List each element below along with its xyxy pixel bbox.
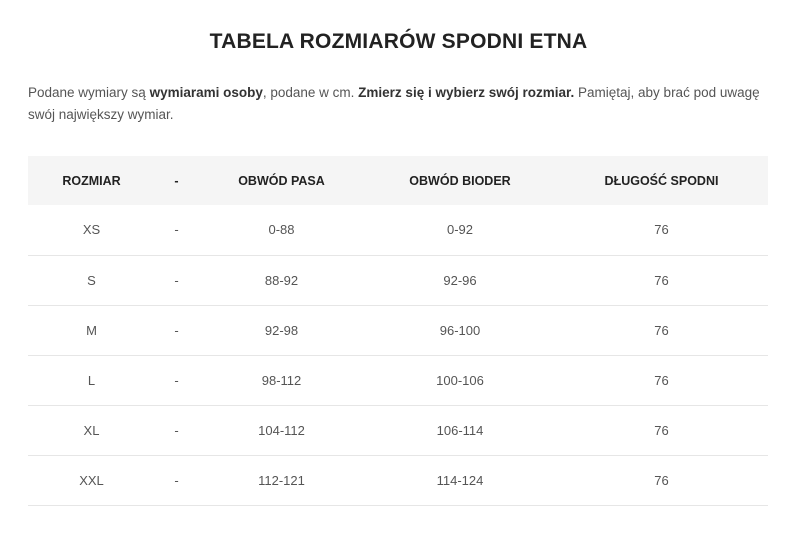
- table-cell: S: [87, 272, 96, 288]
- table-row: XXL - 112-121 114-124 76: [28, 455, 768, 505]
- table-cell: -: [174, 272, 179, 288]
- column-header: OBWÓD BIODER: [409, 173, 511, 188]
- table-cell: 76: [654, 372, 669, 388]
- table-cell: XS: [82, 222, 101, 238]
- column-header: DŁUGOŚĆ SPODNI: [604, 173, 719, 188]
- table-cell: 96-100: [439, 322, 481, 338]
- table-cell: XXL: [79, 472, 104, 488]
- table-cell: 76: [654, 222, 669, 238]
- table-cell: -: [174, 472, 179, 488]
- column-header: OBWÓD PASA: [238, 173, 325, 188]
- intro-text-part: Pamiętaj, aby brać pod uwagę swój najwię…: [28, 85, 760, 122]
- table-cell: 76: [654, 272, 669, 288]
- table-cell: L: [87, 372, 96, 388]
- table-cell: 76: [654, 472, 669, 488]
- table-cell: -: [174, 222, 179, 238]
- table-cell: -: [174, 372, 179, 388]
- column-header: -: [174, 173, 179, 188]
- table-cell: 92-98: [264, 322, 299, 338]
- table-cell: M: [86, 322, 97, 338]
- table-cell: 106-114: [436, 422, 484, 438]
- table-cell: 100-106: [436, 372, 484, 388]
- table-cell: 76: [654, 422, 669, 438]
- table-row: XL - 104-112 106-114 76: [28, 405, 768, 455]
- table-row: XS - 0-88 0-92 76: [28, 205, 768, 255]
- table-cell: 112-121: [258, 472, 305, 488]
- size-table: ROZMIAR - OBWÓD PASA OBWÓD BIODER DŁUGOŚĆ SP…: [28, 156, 768, 506]
- table-cell: -: [174, 322, 179, 338]
- table-row: S - 88-92 92-96 76: [28, 255, 768, 305]
- table-cell: -: [174, 422, 179, 438]
- table-cell: 104-112: [258, 422, 305, 438]
- table-cell: 0-88: [268, 222, 295, 238]
- table-cell: 0-92: [446, 222, 474, 238]
- table-cell: XL: [83, 422, 100, 438]
- intro-text-part: Podane wymiary są: [28, 85, 150, 100]
- table-cell: 98-112: [261, 372, 302, 388]
- page-title: TABELA ROZMIARÓW SPODNI ETNA: [209, 30, 588, 53]
- table-cell: 92-96: [443, 272, 477, 288]
- column-header: ROZMIAR: [62, 173, 121, 188]
- table-row: L - 98-112 100-106 76: [28, 355, 768, 405]
- intro-text-part: , podane w cm.: [262, 85, 359, 100]
- table-cell: 88-92: [264, 272, 299, 288]
- table-cell: 114-124: [436, 472, 484, 488]
- table-header-row: ROZMIAR - OBWÓD PASA OBWÓD BIODER DŁUGOŚĆ SP…: [28, 156, 768, 205]
- table-cell: 76: [654, 322, 669, 338]
- table-row: M - 92-98 96-100 76: [28, 305, 768, 355]
- intro-bold-part: Zmierz się i wybierz swój rozmiar.: [358, 85, 575, 100]
- intro-bold-part: wymiarami osoby: [149, 85, 263, 100]
- intro-text: Podane wymiary są wymiarami osoby, podan…: [28, 82, 768, 126]
